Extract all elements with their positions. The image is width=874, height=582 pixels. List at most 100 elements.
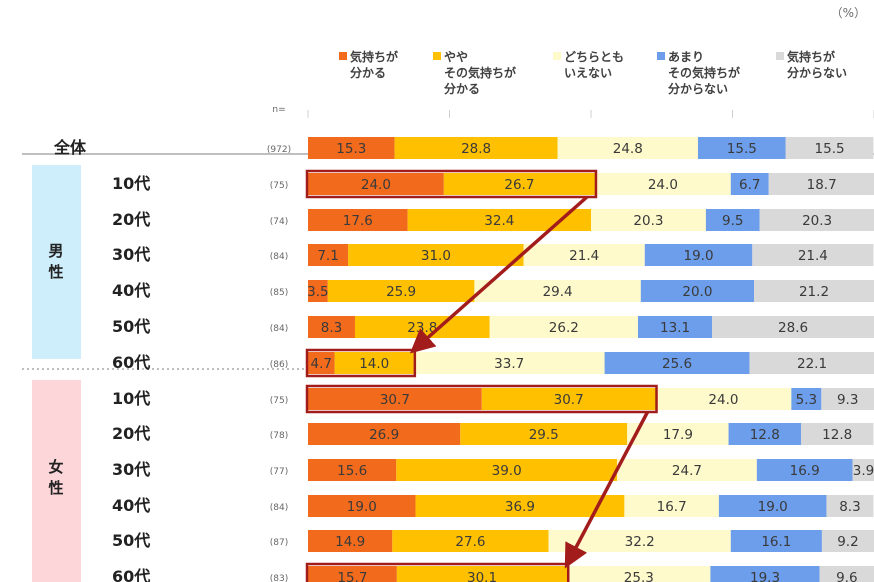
bar-segment-2 [627, 423, 729, 445]
data-label: 24.0 [648, 177, 678, 193]
data-label: 14.9 [335, 534, 365, 550]
bar-segment-1 [392, 530, 549, 552]
bar-segment-2 [557, 137, 698, 159]
data-label: 16.1 [761, 534, 791, 550]
bar-segment-4 [752, 244, 874, 266]
data-label: 26.2 [549, 320, 579, 336]
data-label: 32.4 [484, 213, 514, 229]
bar-segment-3 [640, 280, 755, 302]
data-label: 30.1 [467, 570, 497, 582]
legend-swatch-2 [553, 52, 561, 60]
category-label: 全体 [53, 138, 87, 157]
category-label: 10代 [112, 174, 150, 193]
data-label: 9.5 [722, 213, 743, 229]
bar-segment-2 [548, 530, 731, 552]
data-label: 28.6 [778, 320, 808, 336]
data-label: 9.3 [837, 392, 858, 408]
legend-label-1: やや [444, 50, 468, 64]
highlight-box [305, 169, 598, 199]
data-label: 22.1 [797, 356, 827, 372]
bar-segment-4 [821, 388, 874, 410]
data-label: 29.4 [543, 284, 573, 300]
bar-segment-3 [604, 352, 750, 374]
data-label: 17.6 [343, 213, 373, 229]
data-label: 8.3 [839, 499, 860, 515]
category-label: 20代 [112, 210, 150, 229]
female-group-band [32, 380, 81, 582]
bar-segment-1 [396, 459, 618, 481]
bar-segment-2 [474, 280, 641, 302]
bar-segment-3 [730, 173, 769, 195]
data-label: 20.3 [633, 213, 663, 229]
data-label: 30.7 [554, 392, 584, 408]
category-label: 60代 [112, 353, 150, 372]
legend-label-4: 気持ちが [787, 49, 835, 64]
highlight-box [305, 348, 417, 378]
category-label: 10代 [112, 389, 150, 408]
bar-segment-4 [785, 137, 874, 159]
category-label: 20代 [112, 424, 150, 443]
bar-segment-4 [852, 459, 874, 481]
data-label: 19.0 [758, 499, 788, 515]
bar-segment-0 [308, 209, 408, 231]
bar-segment-3 [710, 566, 820, 582]
legend-swatch-0 [339, 52, 347, 60]
bar-segment-2 [594, 173, 731, 195]
sample-size-label: (78) [270, 431, 288, 441]
sample-size-label: (84) [270, 324, 288, 334]
legend-label-2: いえない [564, 66, 612, 80]
bar-segment-3 [705, 209, 760, 231]
bar-segment-1 [407, 209, 591, 231]
sample-size-label: (85) [270, 288, 288, 298]
data-label: 4.7 [311, 356, 332, 372]
bar-segment-1 [348, 244, 524, 266]
data-label: 3.5 [307, 284, 328, 300]
bar-segment-1 [334, 352, 414, 374]
data-label: 6.7 [739, 177, 760, 193]
bar-segment-1 [394, 137, 558, 159]
legend-label-1: その気持ちが [444, 65, 516, 80]
sample-size-label: (84) [270, 252, 288, 262]
data-label: 9.2 [837, 534, 858, 550]
data-label: 26.9 [369, 427, 399, 443]
data-label: 31.0 [421, 248, 451, 264]
legend-label-3: 分からない [668, 81, 728, 96]
bar-segment-4 [768, 173, 874, 195]
n-header: n= [272, 105, 285, 115]
bar-segment-4 [826, 495, 874, 517]
category-label: 40代 [112, 281, 150, 300]
male-group-label-1: 男 [48, 242, 63, 260]
data-label: 17.9 [663, 427, 693, 443]
bar-segment-1 [460, 423, 628, 445]
data-label: 27.6 [455, 534, 485, 550]
category-label: 50代 [112, 317, 150, 336]
bar-segment-3 [644, 244, 753, 266]
data-label: 25.9 [386, 284, 416, 300]
data-label: 16.7 [657, 499, 687, 515]
data-label: 15.5 [727, 141, 757, 157]
sample-size-label: (87) [270, 538, 288, 548]
data-label: 9.6 [836, 570, 857, 582]
bar-segment-0 [308, 566, 397, 582]
data-label: 19.0 [347, 499, 377, 515]
bar-segment-4 [821, 530, 874, 552]
bar-segment-4 [712, 316, 874, 338]
sample-size-label: (84) [270, 503, 288, 513]
bar-segment-0 [308, 388, 482, 410]
category-label: 30代 [112, 245, 150, 264]
bar-segment-3 [730, 530, 822, 552]
data-label: 15.5 [815, 141, 845, 157]
male-group-band [32, 165, 81, 359]
data-label: 7.1 [317, 248, 338, 264]
data-label: 12.8 [822, 427, 852, 443]
data-label: 14.0 [359, 356, 389, 372]
bar-segment-3 [728, 423, 801, 445]
data-label: 20.3 [802, 213, 832, 229]
sample-size-label: (75) [270, 181, 288, 191]
bar-segment-1 [443, 173, 595, 195]
data-label: 24.0 [361, 177, 391, 193]
bar-segment-0 [308, 495, 416, 517]
data-label: 28.8 [461, 141, 491, 157]
sample-size-label: (972) [267, 145, 291, 155]
category-label: 50代 [112, 531, 150, 550]
